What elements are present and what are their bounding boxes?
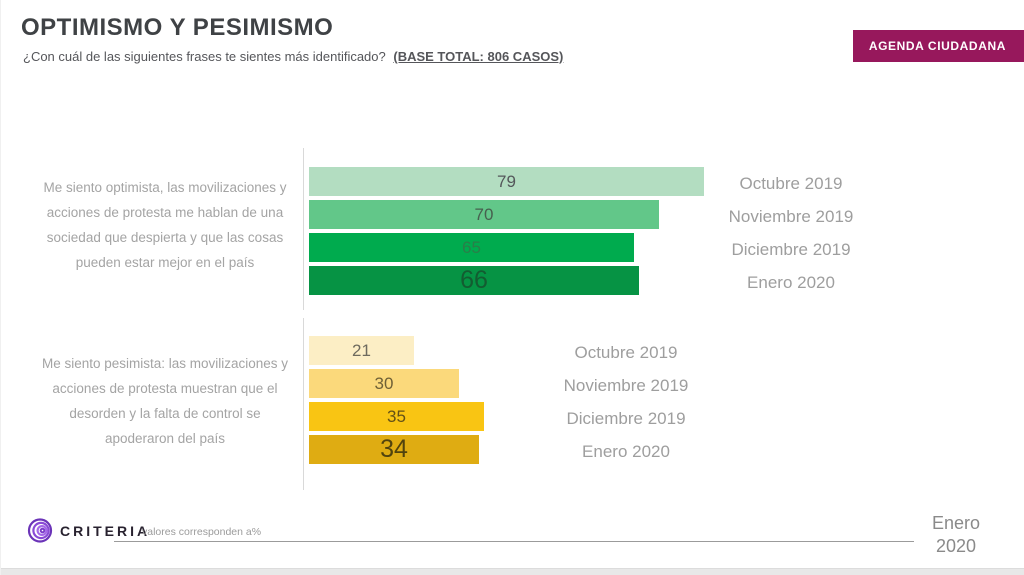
bottom-strip — [1, 568, 1024, 575]
bar-pesimista-octubre-2019: 21 — [309, 336, 484, 365]
month-label: Enero 2020 — [747, 272, 835, 292]
bar-value-label: 30 — [374, 374, 394, 393]
month-label: Octubre 2019 — [739, 173, 843, 193]
bar-segment: 34 — [309, 435, 479, 464]
bar-segment: 35 — [309, 402, 484, 431]
bar-value-label: 70 — [474, 205, 494, 224]
footer-divider — [114, 541, 914, 542]
bar-segment: 30 — [309, 369, 459, 398]
brand-name: CRITERIA — [60, 522, 151, 539]
bar-value-label: 79 — [497, 172, 516, 191]
criteria-logo-icon — [27, 518, 53, 543]
month-label: Diciembre 2019 — [566, 408, 686, 428]
bar-segment: 66 — [309, 266, 639, 295]
agenda-ciudadana-badge: AGENDA CIUDADANA — [852, 30, 1024, 62]
axis-line — [303, 318, 304, 490]
month-label: Enero 2020 — [582, 441, 670, 461]
statement-optimista: Me siento optimista, las movilizaciones … — [43, 180, 287, 270]
axis-line — [303, 148, 304, 310]
bar-optimista-octubre-2019: 79 — [309, 167, 704, 196]
criteria-brand: CRITERIA — [27, 517, 150, 544]
bar-segment: 65 — [309, 233, 634, 262]
month-labels-optimista: Octubre 2019 Noviembre 2019 Diciembre 2019… — [691, 167, 891, 299]
bar-pesimista-noviembre-2019: 30 — [309, 369, 484, 398]
footer-note: valores corresponden a% — [142, 526, 262, 538]
bar-value-label: 21 — [352, 341, 371, 360]
bar-optimista-noviembre-2019: 70 — [309, 200, 704, 229]
footer-date: Enero 2020 — [906, 512, 1006, 557]
bar-value-label: 35 — [387, 407, 406, 426]
statement-pesimista: Me siento pesimista: las movilizaciones … — [41, 356, 289, 446]
month-labels-pesimista: Octubre 2019 Noviembre 2019 Diciembre 2019… — [526, 336, 726, 468]
bars-optimista: 79 70 65 66 — [309, 167, 704, 299]
bar-value-label: 66 — [460, 266, 488, 294]
bar-optimista-enero-2020: 66 — [309, 266, 704, 295]
month-label: Noviembre 2019 — [563, 375, 689, 395]
survey-question: ¿Con cuál de las siguientes frases te si… — [23, 49, 563, 64]
month-label: Noviembre 2019 — [728, 206, 854, 226]
bar-optimista-diciembre-2019: 65 — [309, 233, 704, 262]
footer-date-year: 2020 — [935, 535, 977, 556]
bar-segment: 70 — [309, 200, 659, 229]
bar-pesimista-enero-2020: 34 — [309, 435, 484, 464]
bars-pesimista: 21 30 35 34 — [309, 336, 484, 468]
footer-date-month: Enero — [931, 513, 981, 533]
page-title: OPTIMISMO Y PESIMISMO — [21, 14, 334, 41]
bar-segment: 79 — [309, 167, 704, 196]
bar-pesimista-diciembre-2019: 35 — [309, 402, 484, 431]
question-text: ¿Con cuál de las siguientes frases te si… — [23, 49, 386, 64]
base-total: (BASE TOTAL: 806 CASOS) — [393, 49, 564, 64]
bar-value-label: 65 — [462, 238, 481, 257]
bar-segment: 21 — [309, 336, 414, 365]
month-label: Octubre 2019 — [574, 342, 678, 362]
month-label: Diciembre 2019 — [731, 239, 851, 259]
bar-value-label: 34 — [380, 435, 408, 463]
